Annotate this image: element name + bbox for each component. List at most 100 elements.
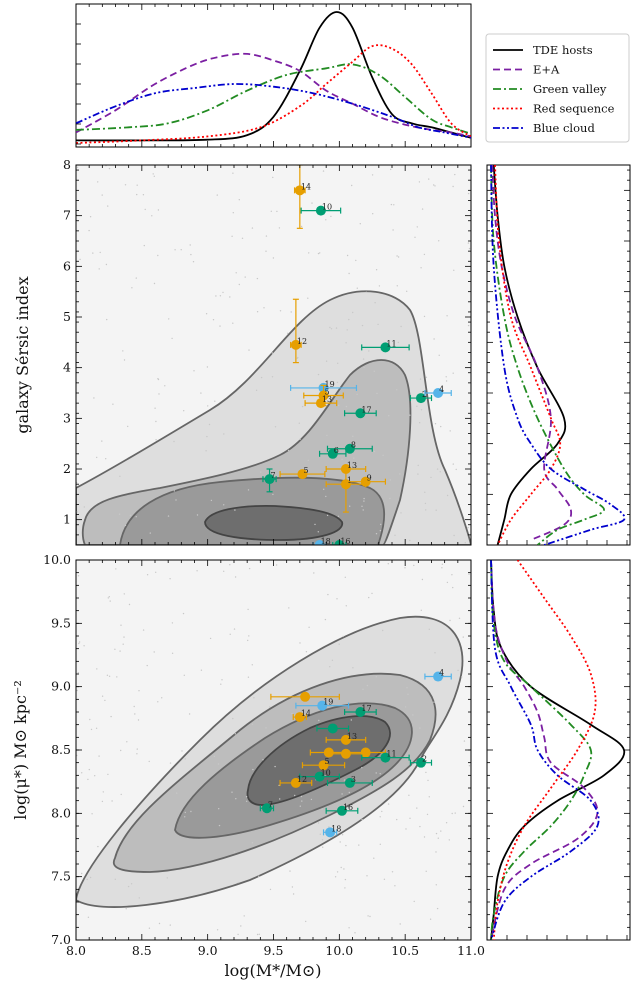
bg-dot: [216, 194, 218, 196]
bg-dot: [419, 422, 421, 424]
bg-dot: [83, 645, 85, 647]
bg-dot: [210, 499, 213, 502]
bg-dot: [379, 816, 381, 818]
bg-dot: [375, 533, 378, 535]
data-point: 7: [259, 800, 275, 814]
bg-dot: [448, 839, 450, 841]
bg-dot: [234, 509, 236, 511]
data-point: 4: [424, 385, 452, 398]
bg-dot: [317, 252, 320, 255]
top-curve-green-valley: [76, 63, 471, 135]
bg-dot: [321, 839, 324, 841]
bg-dot: [359, 223, 361, 225]
bg-dot: [97, 845, 99, 848]
bg-dot: [337, 362, 339, 364]
point-label: 10: [322, 203, 332, 212]
point-label: 11: [386, 339, 396, 348]
bg-dot: [341, 834, 344, 836]
bg-dot: [446, 494, 449, 497]
bg-dot: [251, 723, 254, 725]
bg-dot: [291, 886, 294, 888]
bg-dot: [361, 505, 363, 507]
bg-dot: [350, 719, 352, 721]
bg-dot: [435, 509, 437, 511]
bg-dot: [248, 567, 251, 570]
bg-dot: [380, 523, 382, 526]
scatter-marker: [323, 747, 334, 758]
bg-dot: [158, 922, 161, 925]
bg-dot: [423, 315, 426, 318]
bg-dot: [212, 319, 215, 321]
data-point: [345, 747, 387, 758]
scatter-marker: [290, 777, 301, 788]
point-label: 10: [321, 769, 331, 778]
bg-dot: [127, 885, 130, 888]
bg-dot: [188, 713, 191, 715]
bg-dot: [118, 513, 121, 515]
bg-dot: [287, 449, 290, 452]
bg-dot: [462, 636, 464, 638]
bg-dot: [272, 176, 274, 179]
bg-dot: [344, 576, 346, 578]
bg-dot: [272, 257, 275, 259]
bg-dot: [420, 609, 422, 611]
scatter-marker: [433, 671, 444, 682]
bg-dot: [292, 893, 295, 895]
bg-dot: [200, 669, 203, 671]
bg-dot: [305, 920, 307, 923]
bg-dot: [125, 908, 127, 910]
data-point: 17: [344, 704, 377, 717]
scatter-marker: [327, 448, 338, 459]
data-point: 10: [300, 203, 342, 216]
bg-dot: [124, 524, 127, 527]
bg-dot: [409, 539, 411, 542]
bg-dot: [436, 907, 439, 910]
bg-dot: [233, 851, 236, 853]
bg-dot: [276, 210, 278, 213]
bg-dot: [434, 185, 436, 187]
bg-dot: [218, 824, 221, 827]
point-label: 4: [439, 385, 444, 394]
bg-dot: [353, 457, 355, 459]
bg-dot: [373, 450, 376, 453]
x-tick-label: 8.5: [132, 943, 152, 958]
bg-dot: [331, 659, 334, 661]
bg-dot: [251, 227, 254, 229]
bg-dot: [109, 600, 111, 602]
bg-dot: [464, 542, 466, 544]
bg-dot: [114, 878, 117, 880]
bg-dot: [134, 713, 136, 715]
bg-dot: [356, 287, 358, 289]
bg-dot: [417, 473, 419, 475]
bg-dot: [355, 444, 357, 447]
bg-dot: [232, 212, 234, 214]
bg-dot: [166, 877, 168, 879]
density-panel: 4 19 17 14 13 11 2 5 10 12 3 7 16 18 8.0 8.5 9.0 9.5 10.0…: [11, 552, 485, 980]
x-tick-label: 8.0: [66, 943, 86, 958]
bg-dot: [437, 837, 439, 839]
bg-dot: [108, 167, 111, 170]
bg-dot: [98, 755, 100, 757]
bg-dot: [413, 900, 415, 903]
bg-dot: [368, 350, 370, 352]
bg-dot: [374, 302, 376, 304]
y-tick-label: 6: [63, 258, 71, 273]
bg-dot: [399, 923, 401, 925]
bg-dot: [223, 433, 225, 435]
bg-dot: [272, 493, 274, 496]
bg-dot: [135, 516, 137, 518]
bg-dot: [271, 352, 273, 354]
bg-dot: [97, 181, 99, 183]
bg-dot: [106, 318, 108, 321]
bg-dot: [154, 407, 156, 409]
scatter-marker: [380, 752, 391, 763]
bg-dot: [451, 574, 453, 576]
bg-dot: [78, 642, 80, 645]
bg-dot: [152, 173, 154, 175]
top-curve-e-a: [76, 52, 471, 138]
bg-dot: [356, 393, 358, 395]
bg-dot: [429, 918, 432, 920]
x-axis-title: log(M*/M⊙): [224, 961, 321, 980]
point-label: 12: [297, 775, 307, 784]
